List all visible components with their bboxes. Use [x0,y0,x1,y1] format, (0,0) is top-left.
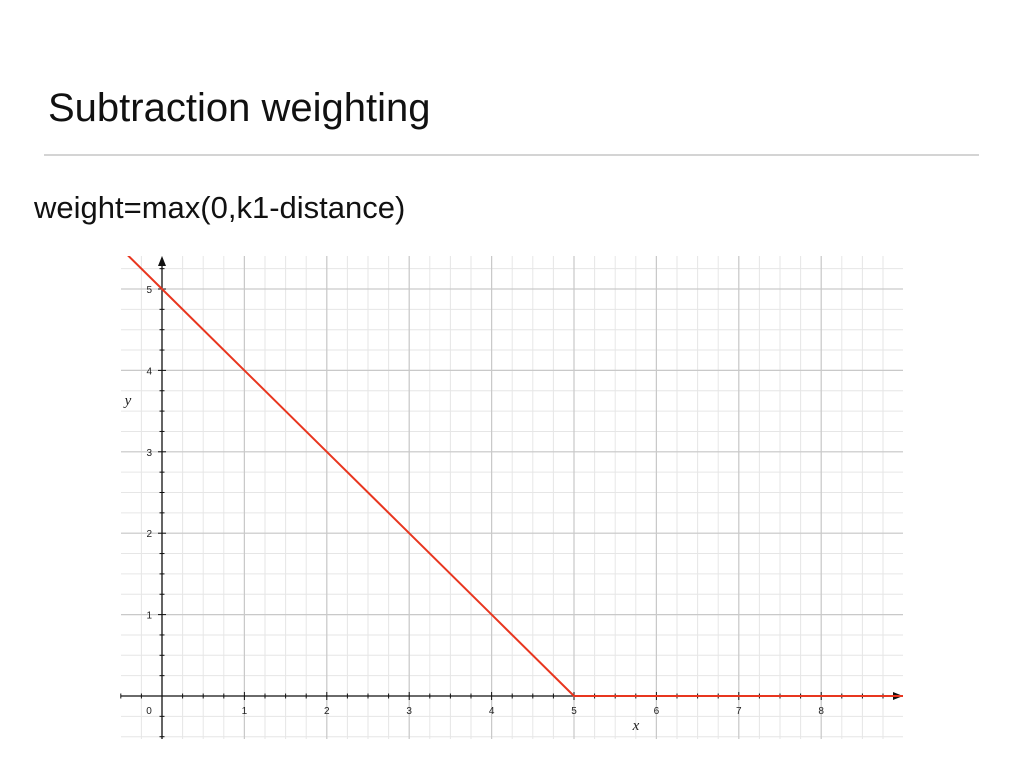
x-axis-label: x [632,718,640,734]
x-tick-label: 1 [242,706,248,717]
x-tick-label: 4 [489,706,495,717]
x-tick-label: 2 [324,706,330,717]
x-tick-label: 7 [736,706,742,717]
minor-grid [121,256,903,739]
x-tick-label: 6 [654,706,660,717]
tick-labels: 0 1 2 3 4 5 6 7 8 1 2 3 4 5 [146,285,824,717]
y-tick-label: 2 [146,529,152,540]
y-axis-label: y [123,393,132,409]
x-tick-label: 0 [146,706,152,717]
title-divider [44,154,979,156]
slide-title: Subtraction weighting [48,86,431,130]
y-tick-label: 4 [146,366,152,377]
x-tick-label: 5 [571,706,577,717]
y-tick-label: 1 [146,611,152,622]
major-grid [121,256,903,739]
y-tick-label: 5 [146,285,152,296]
weight-formula: weight=max(0,k1-distance) [34,190,406,225]
y-tick-label: 3 [146,448,152,459]
x-tick-label: 3 [406,706,412,717]
series-line-1 [127,256,903,697]
axis-ticks [120,268,884,738]
x-tick-label: 8 [818,706,824,717]
series-group [127,256,903,697]
y-axis-arrow [158,256,166,266]
